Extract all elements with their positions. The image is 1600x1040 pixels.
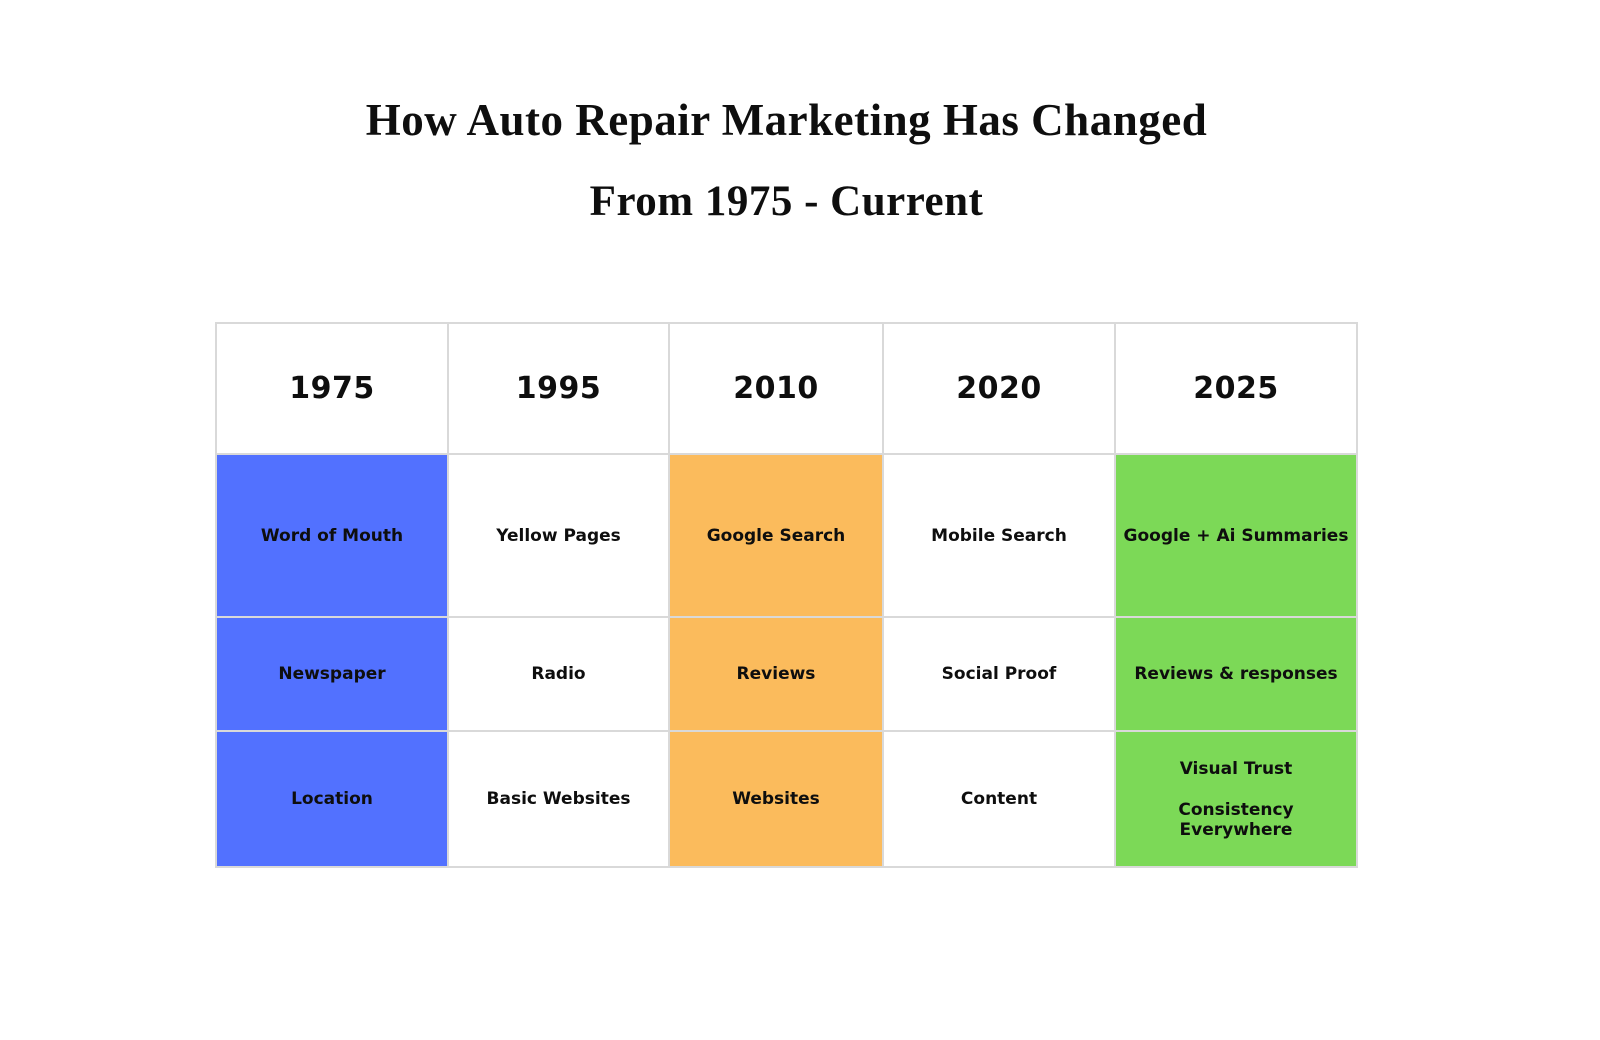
table-cell: Content	[884, 732, 1114, 866]
table-cell: Mobile Search	[884, 455, 1114, 616]
column-header-2025: 2025	[1116, 324, 1356, 453]
column-header-1995: 1995	[449, 324, 668, 453]
table-cell: Radio	[449, 618, 668, 730]
page-title: How Auto Repair Marketing Has Changed Fr…	[215, 95, 1358, 225]
table-cell: Websites	[670, 732, 882, 866]
table-cell-line-1: Visual Trust	[1179, 758, 1293, 779]
table-cell: Google Search	[670, 455, 882, 616]
table-cell: Social Proof	[884, 618, 1114, 730]
table-cell: Location	[217, 732, 447, 866]
table-cell: Google + Ai Summaries	[1116, 455, 1356, 616]
table-cell: Yellow Pages	[449, 455, 668, 616]
title-line-1: How Auto Repair Marketing Has Changed	[365, 95, 1208, 145]
table-cell: Basic Websites	[449, 732, 668, 866]
marketing-timeline-table: 1975 1995 2010 2020 2025 Word of Mouth Y…	[215, 322, 1358, 868]
column-header-2020: 2020	[884, 324, 1114, 453]
title-line-2: From 1975 - Current	[589, 177, 984, 225]
table-cell: Reviews	[670, 618, 882, 730]
table-cell: Word of Mouth	[217, 455, 447, 616]
column-header-1975: 1975	[217, 324, 447, 453]
column-header-2010: 2010	[670, 324, 882, 453]
table-cell: Newspaper	[217, 618, 447, 730]
table-cell: Reviews & responses	[1116, 618, 1356, 730]
table-cell: Visual Trust Consistency Everywhere	[1116, 732, 1356, 866]
table-cell-line-2: Consistency Everywhere	[1178, 799, 1294, 840]
